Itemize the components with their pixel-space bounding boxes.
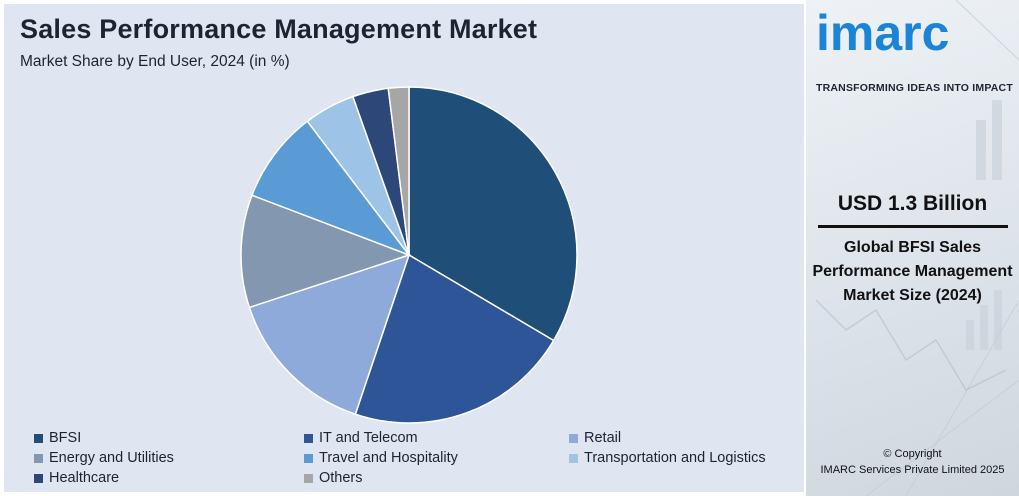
logo-wordmark: imarc bbox=[816, 5, 950, 61]
chart-legend: BFSI IT and Telecom Retail Energy and Ut… bbox=[34, 430, 804, 490]
legend-label: Transportation and Logistics bbox=[584, 450, 766, 466]
imarc-logo: imarc bbox=[816, 8, 1016, 58]
pie-slice-energy-and-utilities bbox=[240, 194, 412, 309]
legend-label: Retail bbox=[584, 430, 622, 446]
legend-swatch bbox=[304, 453, 313, 463]
legend-swatch bbox=[304, 433, 313, 443]
pie-slice-bfsi bbox=[408, 86, 578, 342]
legend-label: Energy and Utilities bbox=[49, 450, 174, 466]
legend-label: IT and Telecom bbox=[319, 430, 418, 446]
divider bbox=[818, 225, 1008, 228]
legend-item-it-telecom: IT and Telecom bbox=[304, 430, 418, 446]
legend-swatch bbox=[34, 473, 43, 483]
chart-subtitle: Market Share by End User, 2024 (in %) bbox=[20, 53, 290, 70]
copyright-line-2: IMARC Services Private Limited 2025 bbox=[820, 464, 1005, 476]
legend-item-retail: Retail bbox=[569, 430, 621, 446]
legend-swatch bbox=[304, 473, 313, 483]
market-size-description: Global BFSI Sales Performance Management… bbox=[812, 239, 1013, 304]
copyright-notice: © Copyright IMARC Services Private Limit… bbox=[806, 446, 1019, 478]
legend-swatch bbox=[569, 453, 578, 463]
copyright-line-1: © Copyright bbox=[883, 448, 942, 460]
info-panel: imarc TRANSFORMING IDEAS INTO IMPACT USD… bbox=[806, 0, 1019, 496]
legend-label: Healthcare bbox=[49, 470, 120, 486]
chart-title: Sales Performance Management Market bbox=[20, 14, 538, 44]
legend-swatch bbox=[34, 453, 43, 463]
legend-swatch bbox=[34, 433, 43, 443]
legend-label: Others bbox=[319, 470, 363, 486]
legend-item-healthcare: Healthcare bbox=[34, 470, 119, 486]
pie-slice-it-and-telecom bbox=[354, 253, 555, 424]
brand-tagline: TRANSFORMING IDEAS INTO IMPACT bbox=[816, 82, 1013, 94]
market-size-value: USD 1.3 Billion bbox=[837, 192, 988, 215]
pie-chart bbox=[240, 86, 578, 424]
background-graph-decoration bbox=[815, 0, 1019, 496]
chart-panel: Sales Performance Management Market Mark… bbox=[4, 4, 804, 492]
legend-item-bfsi: BFSI bbox=[34, 430, 81, 446]
legend-item-travel-hospitality: Travel and Hospitality bbox=[304, 450, 458, 466]
legend-item-transportation-logistics: Transportation and Logistics bbox=[569, 450, 766, 466]
legend-item-others: Others bbox=[304, 470, 363, 486]
legend-label: BFSI bbox=[49, 430, 82, 446]
legend-label: Travel and Hospitality bbox=[319, 450, 458, 466]
pie-slice-travel-and-hospitality bbox=[251, 120, 412, 257]
legend-swatch bbox=[569, 433, 578, 443]
pie-slice-others bbox=[387, 86, 410, 256]
legend-item-energy-utilities: Energy and Utilities bbox=[34, 450, 174, 466]
